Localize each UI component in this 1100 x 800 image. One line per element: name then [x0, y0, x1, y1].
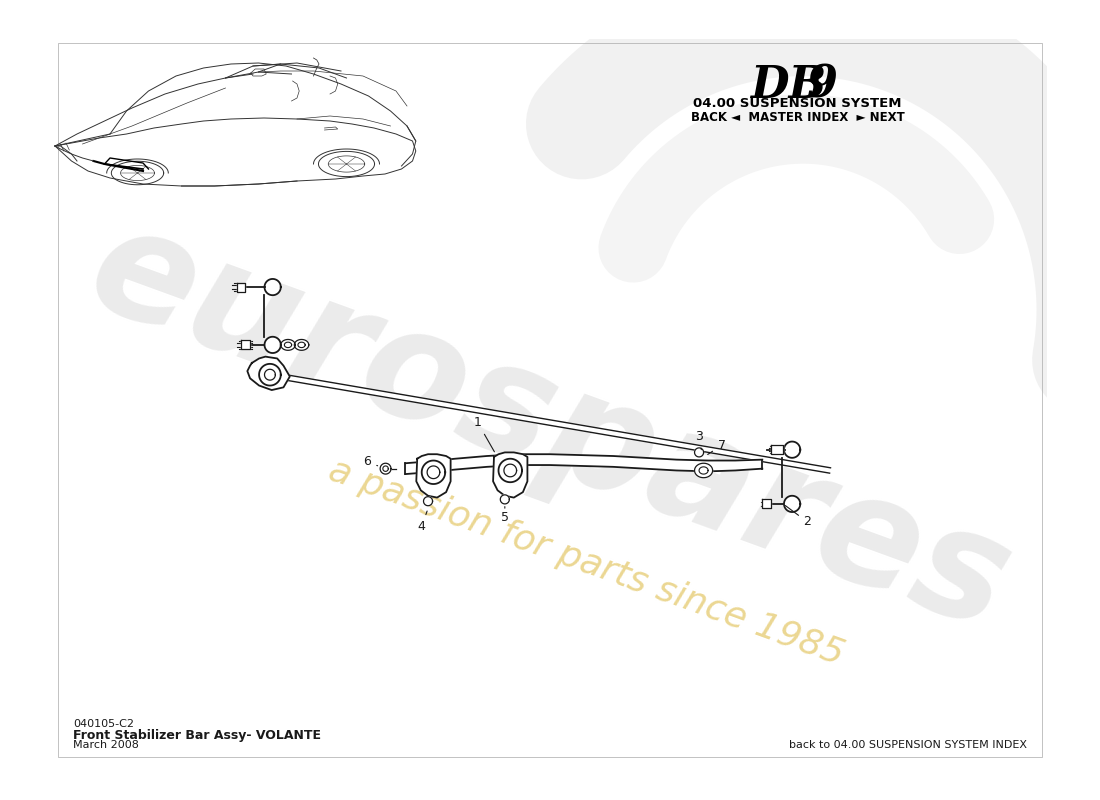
Polygon shape [248, 357, 289, 390]
Polygon shape [241, 340, 250, 350]
Polygon shape [694, 463, 713, 478]
Polygon shape [500, 495, 509, 504]
Polygon shape [493, 453, 527, 498]
Text: 3: 3 [695, 430, 703, 450]
Polygon shape [264, 337, 280, 353]
Polygon shape [424, 497, 432, 506]
Text: 040105-C2: 040105-C2 [73, 719, 134, 729]
Polygon shape [762, 499, 771, 509]
Text: 1: 1 [474, 416, 494, 452]
Polygon shape [416, 454, 451, 498]
Polygon shape [264, 279, 280, 295]
Text: a passion for parts since 1985: a passion for parts since 1985 [323, 454, 848, 672]
Polygon shape [381, 463, 390, 474]
Text: 2: 2 [785, 506, 812, 529]
Text: BACK ◄  MASTER INDEX  ► NEXT: BACK ◄ MASTER INDEX ► NEXT [691, 111, 904, 124]
Text: back to 04.00 SUSPENSION SYSTEM INDEX: back to 04.00 SUSPENSION SYSTEM INDEX [789, 740, 1027, 750]
Polygon shape [295, 339, 309, 350]
Polygon shape [406, 454, 762, 474]
Text: eurospares: eurospares [70, 192, 1030, 662]
Polygon shape [784, 442, 801, 458]
Polygon shape [784, 496, 801, 512]
Polygon shape [771, 445, 783, 454]
Text: 5: 5 [500, 506, 509, 524]
Polygon shape [280, 339, 295, 350]
Text: Front Stabilizer Bar Assy- VOLANTE: Front Stabilizer Bar Assy- VOLANTE [73, 729, 321, 742]
Text: 04.00 SUSPENSION SYSTEM: 04.00 SUSPENSION SYSTEM [693, 98, 902, 110]
Polygon shape [498, 458, 522, 482]
Polygon shape [238, 282, 244, 291]
Text: March 2008: March 2008 [73, 740, 139, 750]
Polygon shape [421, 461, 446, 484]
Text: 6: 6 [364, 455, 377, 468]
Text: 7: 7 [707, 438, 726, 454]
Text: DB: DB [750, 64, 826, 107]
Text: 4: 4 [418, 511, 427, 533]
Text: 9: 9 [807, 64, 838, 107]
Polygon shape [260, 364, 280, 386]
Polygon shape [270, 372, 830, 473]
Polygon shape [694, 448, 704, 457]
